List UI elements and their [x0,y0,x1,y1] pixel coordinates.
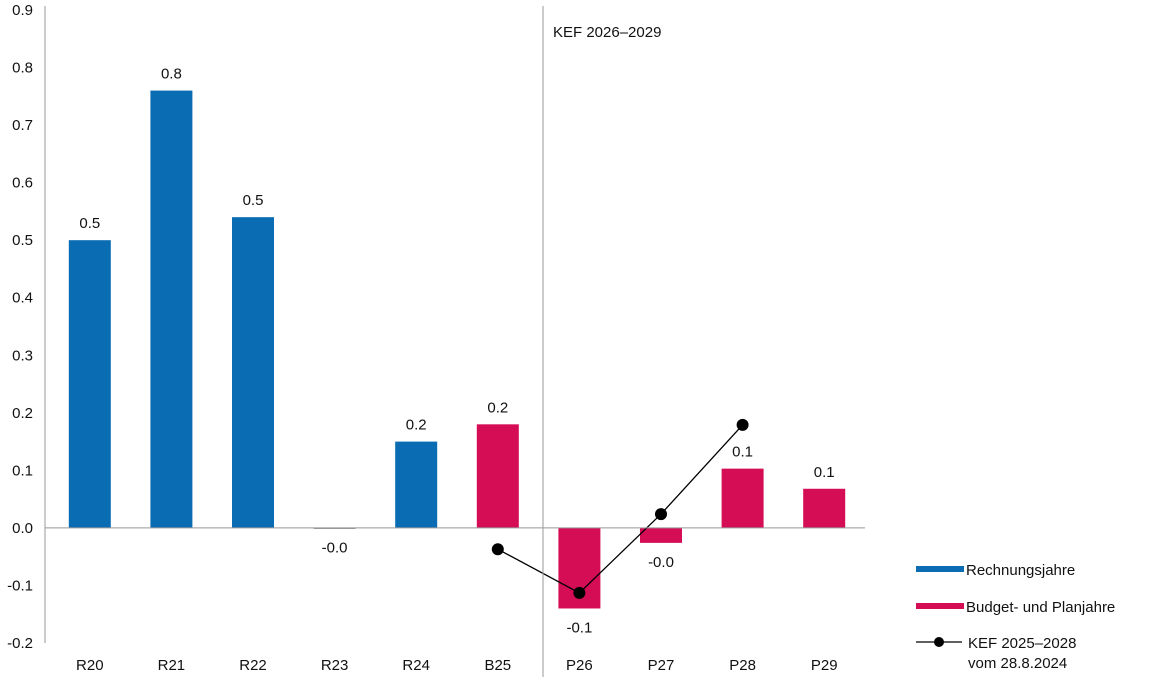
bars: 0.5 0.8 0.5 -0.0 0.2 0.2 -0.1 -0.0 0.1 0.1 [68,66,846,636]
bar-p28 [721,468,764,528]
y-tick-label: 0.9 [12,2,33,19]
x-tick-label: P29 [811,657,838,674]
x-tick-label: R20 [76,657,104,674]
kef-line [491,418,749,599]
period-annotation: KEF 2026–2029 [553,24,661,41]
legend-label-budget: Budget- und Planjahre [966,599,1115,616]
data-label-r22: 0.5 [243,192,264,209]
data-label-p27: -0.0 [648,554,674,571]
x-tick-label: P28 [729,657,756,674]
legend-swatch-rechnungsjahre [916,566,964,572]
y-tick-label: 0.3 [12,347,33,364]
data-label-p26: -0.1 [566,619,592,636]
y-tick-label: 0.7 [12,117,33,134]
legend-swatch-kef-marker [934,637,944,647]
x-tick-label: R24 [402,657,430,674]
legend-label-rechnungsjahre: Rechnungsjahre [966,562,1075,579]
x-tick-label: P26 [566,657,593,674]
y-tick-label: 0.5 [12,232,33,249]
data-label-p28: 0.1 [732,444,753,461]
kef-point-p28 [736,418,749,431]
data-label-r23: -0.0 [322,539,348,556]
bar-p29 [803,488,846,528]
bar-p27 [640,527,682,543]
y-tick-label: 0.8 [12,60,33,77]
bar-b25 [476,424,519,528]
kef-line-path [497,424,744,594]
data-label-r24: 0.2 [406,417,427,434]
kef-point-b25 [491,543,504,556]
y-tick-label: 0.6 [12,175,33,192]
x-tick-label: R21 [158,657,186,674]
y-tick-label: 0.0 [12,520,33,537]
bar-r22 [232,217,274,528]
y-tick-label: 0.4 [12,290,33,307]
x-tick-label: R23 [321,657,349,674]
data-label-r21: 0.8 [161,66,182,83]
y-tick-label: -0.1 [7,577,33,594]
x-axis: R20 R21 R22 R23 R24 B25 P26 P27 P28 P29 [45,6,865,677]
bar-r24 [395,441,438,528]
x-tick-label: P27 [648,657,675,674]
legend-label-kef: KEF 2025–2028 [968,635,1076,652]
y-tick-label: 0.2 [12,405,33,422]
bar-r21 [150,90,193,528]
y-tick-label: -0.2 [7,635,33,652]
x-tick-label: R22 [239,657,267,674]
data-label-b25: 0.2 [487,399,508,416]
x-tick-label: B25 [484,657,511,674]
bar-r20 [68,240,111,528]
data-label-p29: 0.1 [814,464,835,481]
legend-label-kef-date: vom 28.8.2024 [968,655,1067,672]
kef-point-p26 [573,586,586,599]
y-tick-label: 0.1 [12,462,33,479]
kef-point-p27 [655,508,667,521]
data-label-r20: 0.5 [79,215,100,232]
legend: Rechnungsjahre Budget- und Planjahre KEF… [916,562,1115,672]
legend-swatch-budget [916,603,964,609]
y-axis: -0.2 -0.1 0.0 0.1 0.2 0.3 0.4 0.5 0.6 0.7 0.8 0.9 [7,2,46,652]
